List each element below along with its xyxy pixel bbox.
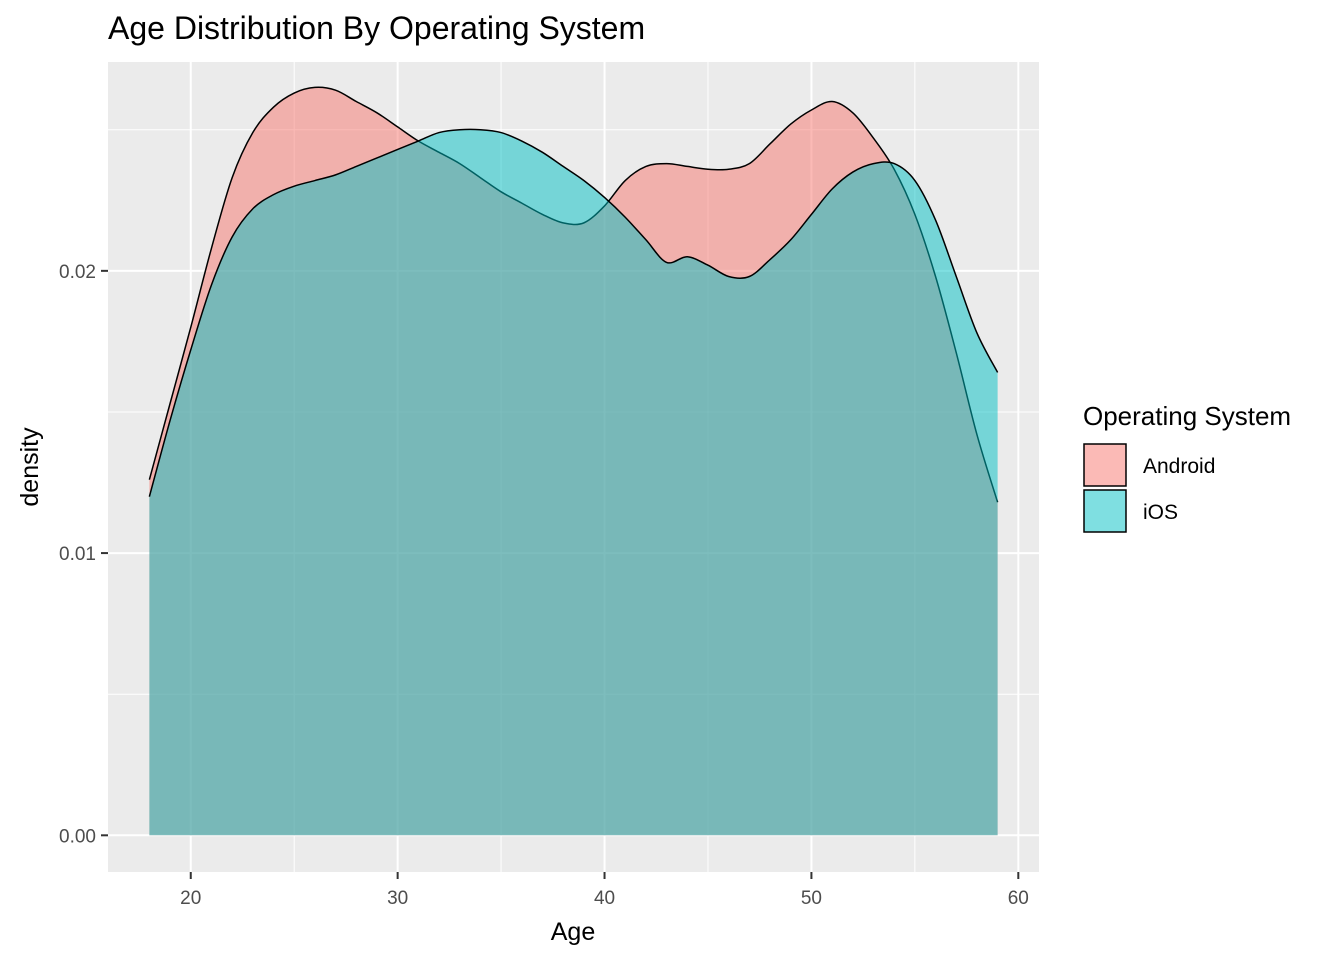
legend: Operating System Android iOS — [1083, 401, 1291, 533]
x-axis-title: Age — [551, 918, 595, 946]
legend-label-ios: iOS — [1143, 501, 1178, 524]
x-tick-label: 40 — [594, 888, 615, 909]
y-tick-label: 0.00 — [59, 826, 96, 847]
legend-label-android: Android — [1143, 455, 1215, 478]
legend-key-ios — [1083, 489, 1127, 533]
x-tick-label: 30 — [387, 888, 408, 909]
ios-density-curve — [148, 128, 999, 497]
chart-title: Age Distribution By Operating System — [108, 10, 646, 46]
ios-density-area — [149, 129, 998, 836]
x-tick-label: 50 — [801, 888, 822, 909]
y-tick-label: 0.02 — [59, 262, 96, 283]
y-axis: 0.00 0.01 0.02 — [59, 262, 108, 847]
y-axis-title: density — [16, 427, 44, 507]
x-axis: 20 30 40 50 60 — [180, 872, 1029, 909]
series-layer — [148, 86, 999, 836]
y-tick-label: 0.01 — [59, 544, 96, 565]
legend-key-android — [1083, 443, 1127, 487]
legend-title: Operating System — [1083, 401, 1291, 431]
x-tick-label: 20 — [180, 888, 201, 909]
legend-items: Android iOS — [1083, 443, 1215, 533]
x-tick-label: 60 — [1008, 888, 1029, 909]
